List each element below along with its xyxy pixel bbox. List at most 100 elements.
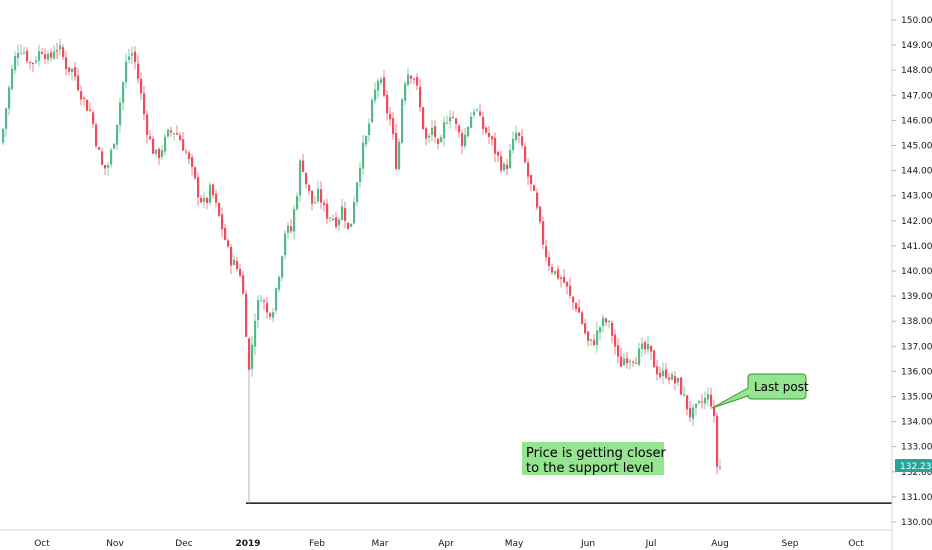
candle-body bbox=[422, 107, 425, 129]
candle-body bbox=[242, 275, 245, 294]
candle-body bbox=[35, 60, 38, 63]
candle-body bbox=[371, 99, 374, 123]
candle-body bbox=[239, 268, 242, 276]
candle-body bbox=[11, 68, 14, 89]
candle-body bbox=[203, 198, 206, 202]
candle-body bbox=[599, 327, 602, 333]
candle-body bbox=[611, 322, 614, 336]
candle-body bbox=[170, 130, 173, 133]
candle-body bbox=[140, 78, 143, 94]
candle-body bbox=[497, 152, 500, 156]
candle-body bbox=[383, 77, 386, 96]
candle-body bbox=[506, 164, 509, 169]
candle-body bbox=[77, 75, 80, 91]
candle-body bbox=[539, 206, 542, 222]
x-tick-label: Mar bbox=[372, 539, 389, 549]
candle-body bbox=[365, 135, 368, 145]
candle-body bbox=[347, 222, 350, 229]
candle-body bbox=[686, 395, 689, 410]
candle-body bbox=[209, 184, 212, 203]
candle-body bbox=[374, 89, 377, 101]
candle-body bbox=[329, 217, 332, 219]
candle-body bbox=[248, 338, 251, 370]
candle-body bbox=[545, 246, 548, 258]
candle-body bbox=[473, 111, 476, 116]
candle-body bbox=[656, 366, 659, 375]
candle-body bbox=[527, 162, 530, 177]
x-tick-label: Sep bbox=[782, 539, 799, 549]
candle-body bbox=[275, 288, 278, 311]
x-tick-label: May bbox=[505, 539, 524, 549]
support-note-bg bbox=[522, 442, 664, 475]
candle-body bbox=[287, 225, 290, 233]
candle-body bbox=[572, 296, 575, 303]
candle-body bbox=[653, 350, 656, 368]
candle-body bbox=[533, 185, 536, 191]
y-tick-label: 132.000 bbox=[901, 468, 932, 478]
support-note: Price is getting closer to the support l… bbox=[522, 442, 667, 476]
candle-body bbox=[263, 300, 266, 302]
x-tick-label: Dec bbox=[175, 539, 192, 549]
candle-body bbox=[212, 184, 215, 195]
candle-body bbox=[326, 203, 329, 219]
last-price-tag: 132.236 bbox=[895, 459, 932, 472]
y-tick-label: 146.000 bbox=[901, 116, 932, 126]
x-tick-label: Oct bbox=[34, 539, 50, 549]
candle-body bbox=[605, 318, 608, 323]
candle-body bbox=[188, 152, 191, 160]
candle-body bbox=[5, 108, 8, 129]
candle-body bbox=[98, 147, 101, 150]
candle-body bbox=[662, 370, 665, 376]
candle-body bbox=[146, 114, 149, 135]
candle-body bbox=[74, 67, 77, 77]
candle-body bbox=[17, 52, 20, 58]
y-tick-label: 148.000 bbox=[901, 66, 932, 76]
candle-body bbox=[560, 277, 563, 279]
candle-body bbox=[449, 117, 452, 122]
candle-body bbox=[641, 343, 644, 349]
candle-body bbox=[284, 233, 287, 256]
candle-body bbox=[194, 167, 197, 179]
candle-body bbox=[368, 123, 371, 136]
last-post-callout-bubble bbox=[711, 373, 807, 409]
x-tick-label: Aug bbox=[711, 539, 729, 549]
candle-body bbox=[182, 139, 185, 151]
candle-body bbox=[335, 217, 338, 227]
candle-body bbox=[437, 138, 440, 144]
candle-body bbox=[308, 184, 311, 191]
candle-body bbox=[59, 45, 62, 50]
candle-body bbox=[251, 344, 254, 370]
candle-body bbox=[623, 358, 626, 366]
candle-body bbox=[362, 142, 365, 169]
candle-body bbox=[467, 127, 470, 137]
candle-body bbox=[521, 136, 524, 146]
candle-body bbox=[299, 160, 302, 196]
candle-body bbox=[650, 345, 653, 352]
y-tick-label: 133.000 bbox=[901, 443, 932, 453]
support-note-line-2: to the support level bbox=[526, 461, 654, 476]
candle-body bbox=[221, 214, 224, 230]
candle-body bbox=[602, 317, 605, 326]
candle-body bbox=[563, 277, 566, 283]
candle-body bbox=[56, 50, 59, 52]
x-tick-label: Jul bbox=[645, 539, 657, 549]
y-tick-label: 147.000 bbox=[901, 91, 932, 101]
candle-body bbox=[548, 257, 551, 267]
candle-body bbox=[173, 133, 176, 135]
y-tick-label: 143.000 bbox=[901, 192, 932, 202]
candle-body bbox=[266, 303, 269, 313]
candle-body bbox=[476, 109, 479, 111]
candle-body bbox=[356, 182, 359, 203]
y-tick-label: 150.000 bbox=[901, 16, 932, 26]
candle-body bbox=[512, 138, 515, 151]
candle-body bbox=[407, 74, 410, 85]
candle-body bbox=[575, 303, 578, 310]
candle-body bbox=[131, 53, 134, 56]
candle-body bbox=[434, 126, 437, 137]
candle-body bbox=[626, 358, 629, 364]
candle-body bbox=[638, 348, 641, 365]
candle-body bbox=[470, 116, 473, 128]
candle-body bbox=[227, 240, 230, 247]
candle-body bbox=[395, 133, 398, 169]
